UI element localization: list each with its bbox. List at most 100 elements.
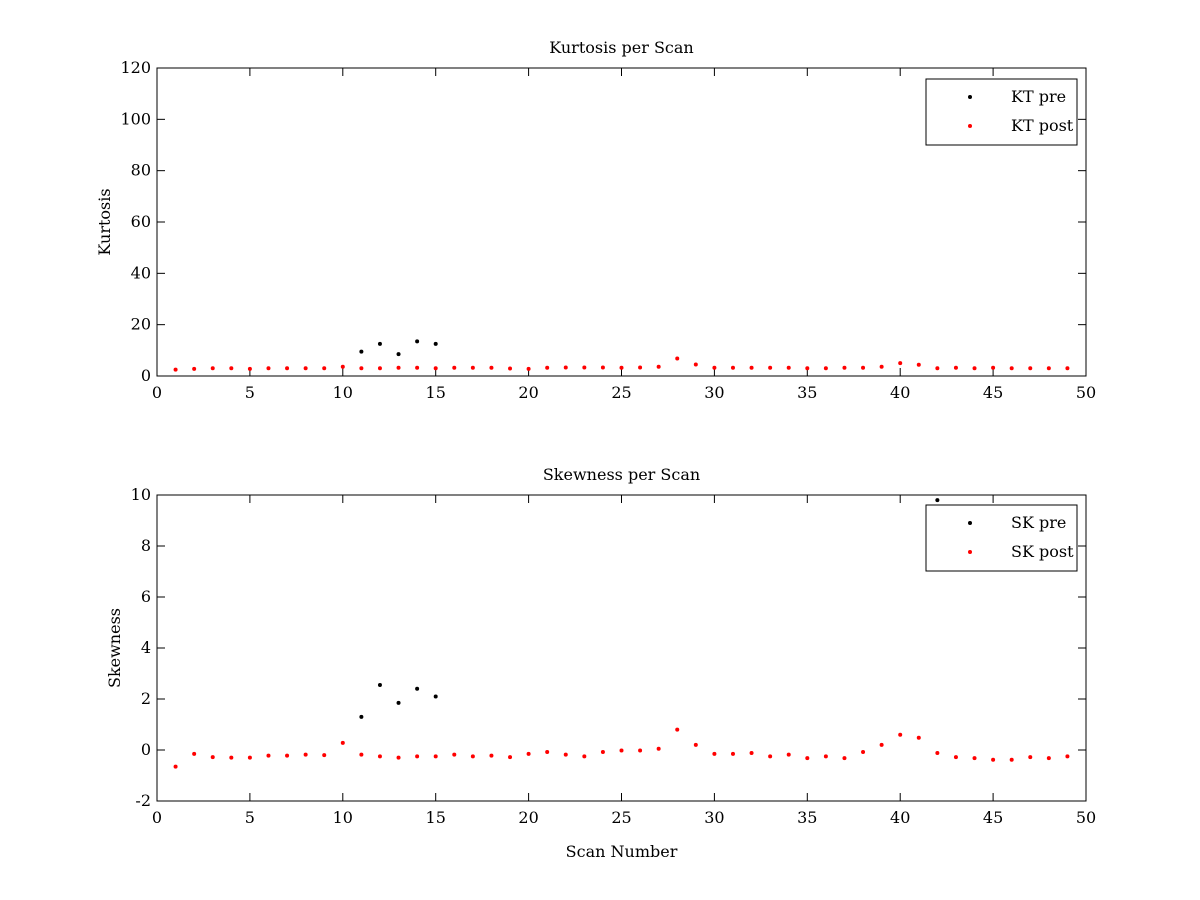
data-point xyxy=(470,365,475,370)
data-point xyxy=(768,754,773,759)
data-point xyxy=(712,751,717,756)
y-tick-label: 0 xyxy=(141,366,151,385)
data-point xyxy=(619,748,624,753)
data-point xyxy=(879,364,884,369)
data-point xyxy=(433,694,438,699)
data-point xyxy=(229,755,234,760)
data-point xyxy=(823,754,828,759)
x-tick-label: 35 xyxy=(797,383,817,402)
data-point xyxy=(675,356,680,361)
x-tick-label: 5 xyxy=(245,808,255,827)
data-point xyxy=(991,757,996,762)
data-point xyxy=(1065,366,1070,371)
data-point xyxy=(526,751,531,756)
data-point xyxy=(340,364,345,369)
x-tick-label: 45 xyxy=(983,383,1003,402)
data-point xyxy=(842,365,847,370)
data-point xyxy=(526,366,531,371)
legend-marker xyxy=(968,95,972,99)
data-point xyxy=(377,366,382,371)
data-point xyxy=(582,365,587,370)
data-point xyxy=(768,365,773,370)
data-point xyxy=(452,752,457,757)
x-tick-label: 25 xyxy=(611,808,631,827)
data-point xyxy=(452,365,457,370)
data-point xyxy=(285,366,290,371)
data-point xyxy=(749,365,754,370)
kurtosis-subplot: 0 5 10 15 20 25 30 35 40 45 50 0 20 40 60 80 100 120 Kurto… xyxy=(95,38,1096,402)
data-point xyxy=(656,364,661,369)
data-point xyxy=(600,750,605,755)
data-point xyxy=(730,365,735,370)
y-tick-label: 10 xyxy=(131,485,151,504)
data-point xyxy=(415,365,420,370)
legend-marker xyxy=(968,521,972,525)
data-point xyxy=(861,750,866,755)
data-point xyxy=(842,756,847,761)
data-point xyxy=(247,755,252,760)
y-tick-label: 6 xyxy=(141,587,151,606)
data-point xyxy=(433,754,438,759)
data-point xyxy=(1028,366,1033,371)
data-point xyxy=(210,755,215,760)
legend-marker xyxy=(968,124,972,128)
y-axis-label: Skewness xyxy=(105,608,124,688)
legend-label: SK post xyxy=(1011,542,1074,561)
data-point xyxy=(786,365,791,370)
chart-title: Skewness per Scan xyxy=(543,465,700,484)
data-point xyxy=(916,735,921,740)
data-point xyxy=(340,740,345,745)
data-point xyxy=(396,365,401,370)
data-point xyxy=(359,752,364,757)
y-tick-label: 4 xyxy=(141,638,151,657)
legend-box xyxy=(925,504,1078,572)
data-point xyxy=(582,754,587,759)
y-axis-label: Kurtosis xyxy=(95,188,114,255)
data-point xyxy=(377,341,382,346)
y-tick-label: 100 xyxy=(120,109,151,128)
data-point xyxy=(638,365,643,370)
x-tick-label: 10 xyxy=(333,383,353,402)
data-point xyxy=(953,755,958,760)
data-point xyxy=(805,366,810,371)
data-point xyxy=(972,756,977,761)
x-axis-label: Scan Number xyxy=(566,842,678,861)
y-tick-label: 60 xyxy=(131,212,151,231)
data-point xyxy=(303,366,308,371)
data-point xyxy=(266,753,271,758)
y-tick-label: 40 xyxy=(131,263,151,282)
data-point xyxy=(935,751,940,756)
data-point xyxy=(935,498,940,503)
chart-title: Kurtosis per Scan xyxy=(549,38,693,57)
data-point xyxy=(693,362,698,367)
legend-label: KT post xyxy=(1011,116,1074,135)
data-point xyxy=(749,751,754,756)
data-point xyxy=(433,366,438,371)
y-tick-label: 120 xyxy=(120,58,151,77)
y-tick-label: 2 xyxy=(141,689,151,708)
data-point xyxy=(322,366,327,371)
data-point xyxy=(285,753,290,758)
data-point xyxy=(991,365,996,370)
data-point xyxy=(415,754,420,759)
data-point xyxy=(359,714,364,719)
data-point xyxy=(805,756,810,761)
data-point xyxy=(563,365,568,370)
x-tick-label: 20 xyxy=(518,808,538,827)
data-point xyxy=(656,746,661,751)
data-point xyxy=(415,686,420,691)
data-point xyxy=(303,752,308,757)
x-tick-label: 40 xyxy=(890,383,910,402)
data-point xyxy=(953,365,958,370)
x-tick-label: 40 xyxy=(890,808,910,827)
data-point xyxy=(322,753,327,758)
data-point xyxy=(210,366,215,371)
data-point xyxy=(861,365,866,370)
x-tick-label: 30 xyxy=(704,383,724,402)
x-tick-label: 35 xyxy=(797,808,817,827)
data-point xyxy=(712,365,717,370)
data-point xyxy=(786,752,791,757)
data-point xyxy=(1046,756,1051,761)
